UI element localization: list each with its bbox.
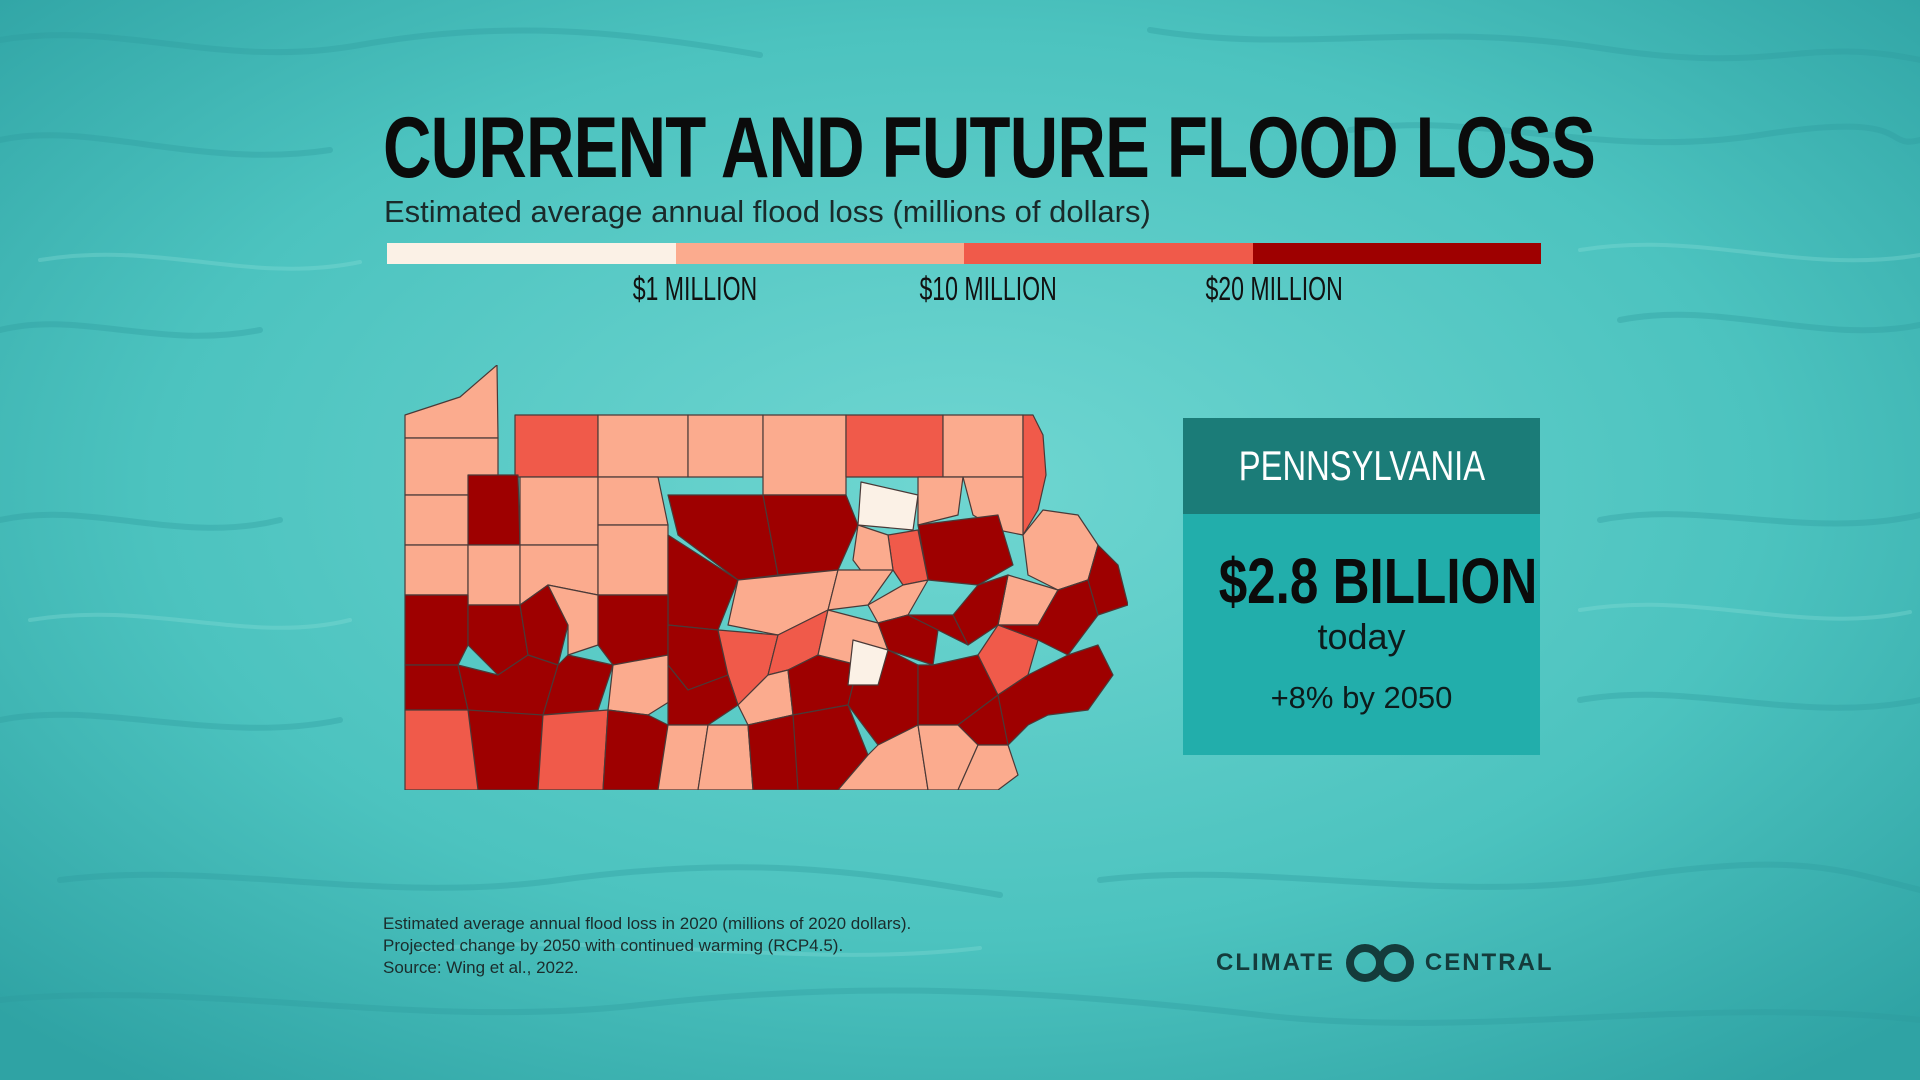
county-region: [857, 481, 919, 531]
page-title: CURRENT AND FUTURE FLOOD LOSS: [383, 100, 1596, 196]
footnote: Estimated average annual flood loss in 2…: [383, 913, 911, 979]
state-name: PENNSYLVANIA: [1238, 442, 1485, 489]
county-region: [997, 644, 1114, 746]
climate-central-logo-icon: [1345, 944, 1414, 982]
footnote-source: Source: Wing et al., 2022.: [383, 958, 579, 977]
county-region: [1087, 544, 1128, 616]
legend-swatch-lowest: [387, 243, 676, 264]
legend-color-bar: [387, 243, 1541, 264]
county-region: [762, 414, 847, 496]
legend-swatch-high: [964, 243, 1253, 264]
county-region: [404, 494, 469, 546]
flood-loss-label: today: [1317, 616, 1406, 657]
state-summary-card: PENNSYLVANIA $2.8 BILLION today +8% by 2…: [1183, 418, 1540, 755]
flood-loss-value: $2.8 BILLION: [1218, 545, 1538, 617]
county-region: [542, 654, 614, 716]
card-header: PENNSYLVANIA: [1183, 418, 1540, 514]
legend-swatch-highest: [1252, 243, 1541, 264]
county-region: [977, 624, 1039, 696]
county-region: [602, 709, 669, 790]
card-body: $2.8 BILLION today +8% by 2050: [1183, 514, 1540, 755]
footnote-line-2: Projected change by 2050 with continued …: [383, 936, 844, 955]
county-region: [687, 414, 764, 478]
brand-word-left: CLIMATE: [1216, 949, 1335, 976]
legend-tick-10m: $10 MILLION: [919, 270, 1057, 307]
climate-central-logo: CLIMATE CENTRAL: [1216, 943, 1554, 983]
county-region: [762, 494, 859, 576]
county-region: [962, 476, 1024, 536]
legend-tick-1m: $1 MILLION: [632, 270, 758, 307]
pennsylvania-county-map: [404, 365, 1128, 790]
county-region: [597, 476, 669, 526]
county-region: [404, 664, 469, 711]
county-region: [847, 639, 889, 686]
county-region: [657, 724, 709, 790]
county-region: [917, 514, 1014, 586]
county-region: [877, 614, 939, 666]
footnote-line-1: Estimated average annual flood loss in 2…: [383, 914, 912, 933]
county-region: [917, 476, 964, 526]
county-region: [597, 414, 689, 478]
county-region: [467, 709, 544, 790]
county-region: [404, 365, 499, 439]
county-region: [597, 524, 669, 596]
county-region: [519, 584, 569, 666]
county-region: [952, 574, 1009, 646]
county-region: [404, 544, 469, 596]
county-region: [597, 594, 669, 666]
county-region: [467, 474, 521, 546]
legend-subtitle: Estimated average annual flood loss (mil…: [384, 194, 1151, 229]
county-region: [404, 594, 469, 666]
county-region: [514, 414, 599, 478]
county-region: [845, 414, 944, 478]
county-region: [907, 614, 969, 646]
county-region: [942, 414, 1024, 478]
county-region: [467, 544, 521, 606]
projected-change: +8% by 2050: [1270, 680, 1453, 715]
brand-word-right: CENTRAL: [1424, 949, 1554, 976]
legend-swatch-low: [675, 243, 964, 264]
county-region: [867, 579, 929, 624]
legend-tick-20m: $20 MILLION: [1205, 270, 1343, 307]
county-region: [547, 584, 599, 656]
county-region: [519, 476, 599, 546]
county-region: [1022, 509, 1099, 591]
county-region: [537, 709, 609, 790]
county-region: [957, 744, 1019, 790]
county-region: [697, 724, 754, 790]
